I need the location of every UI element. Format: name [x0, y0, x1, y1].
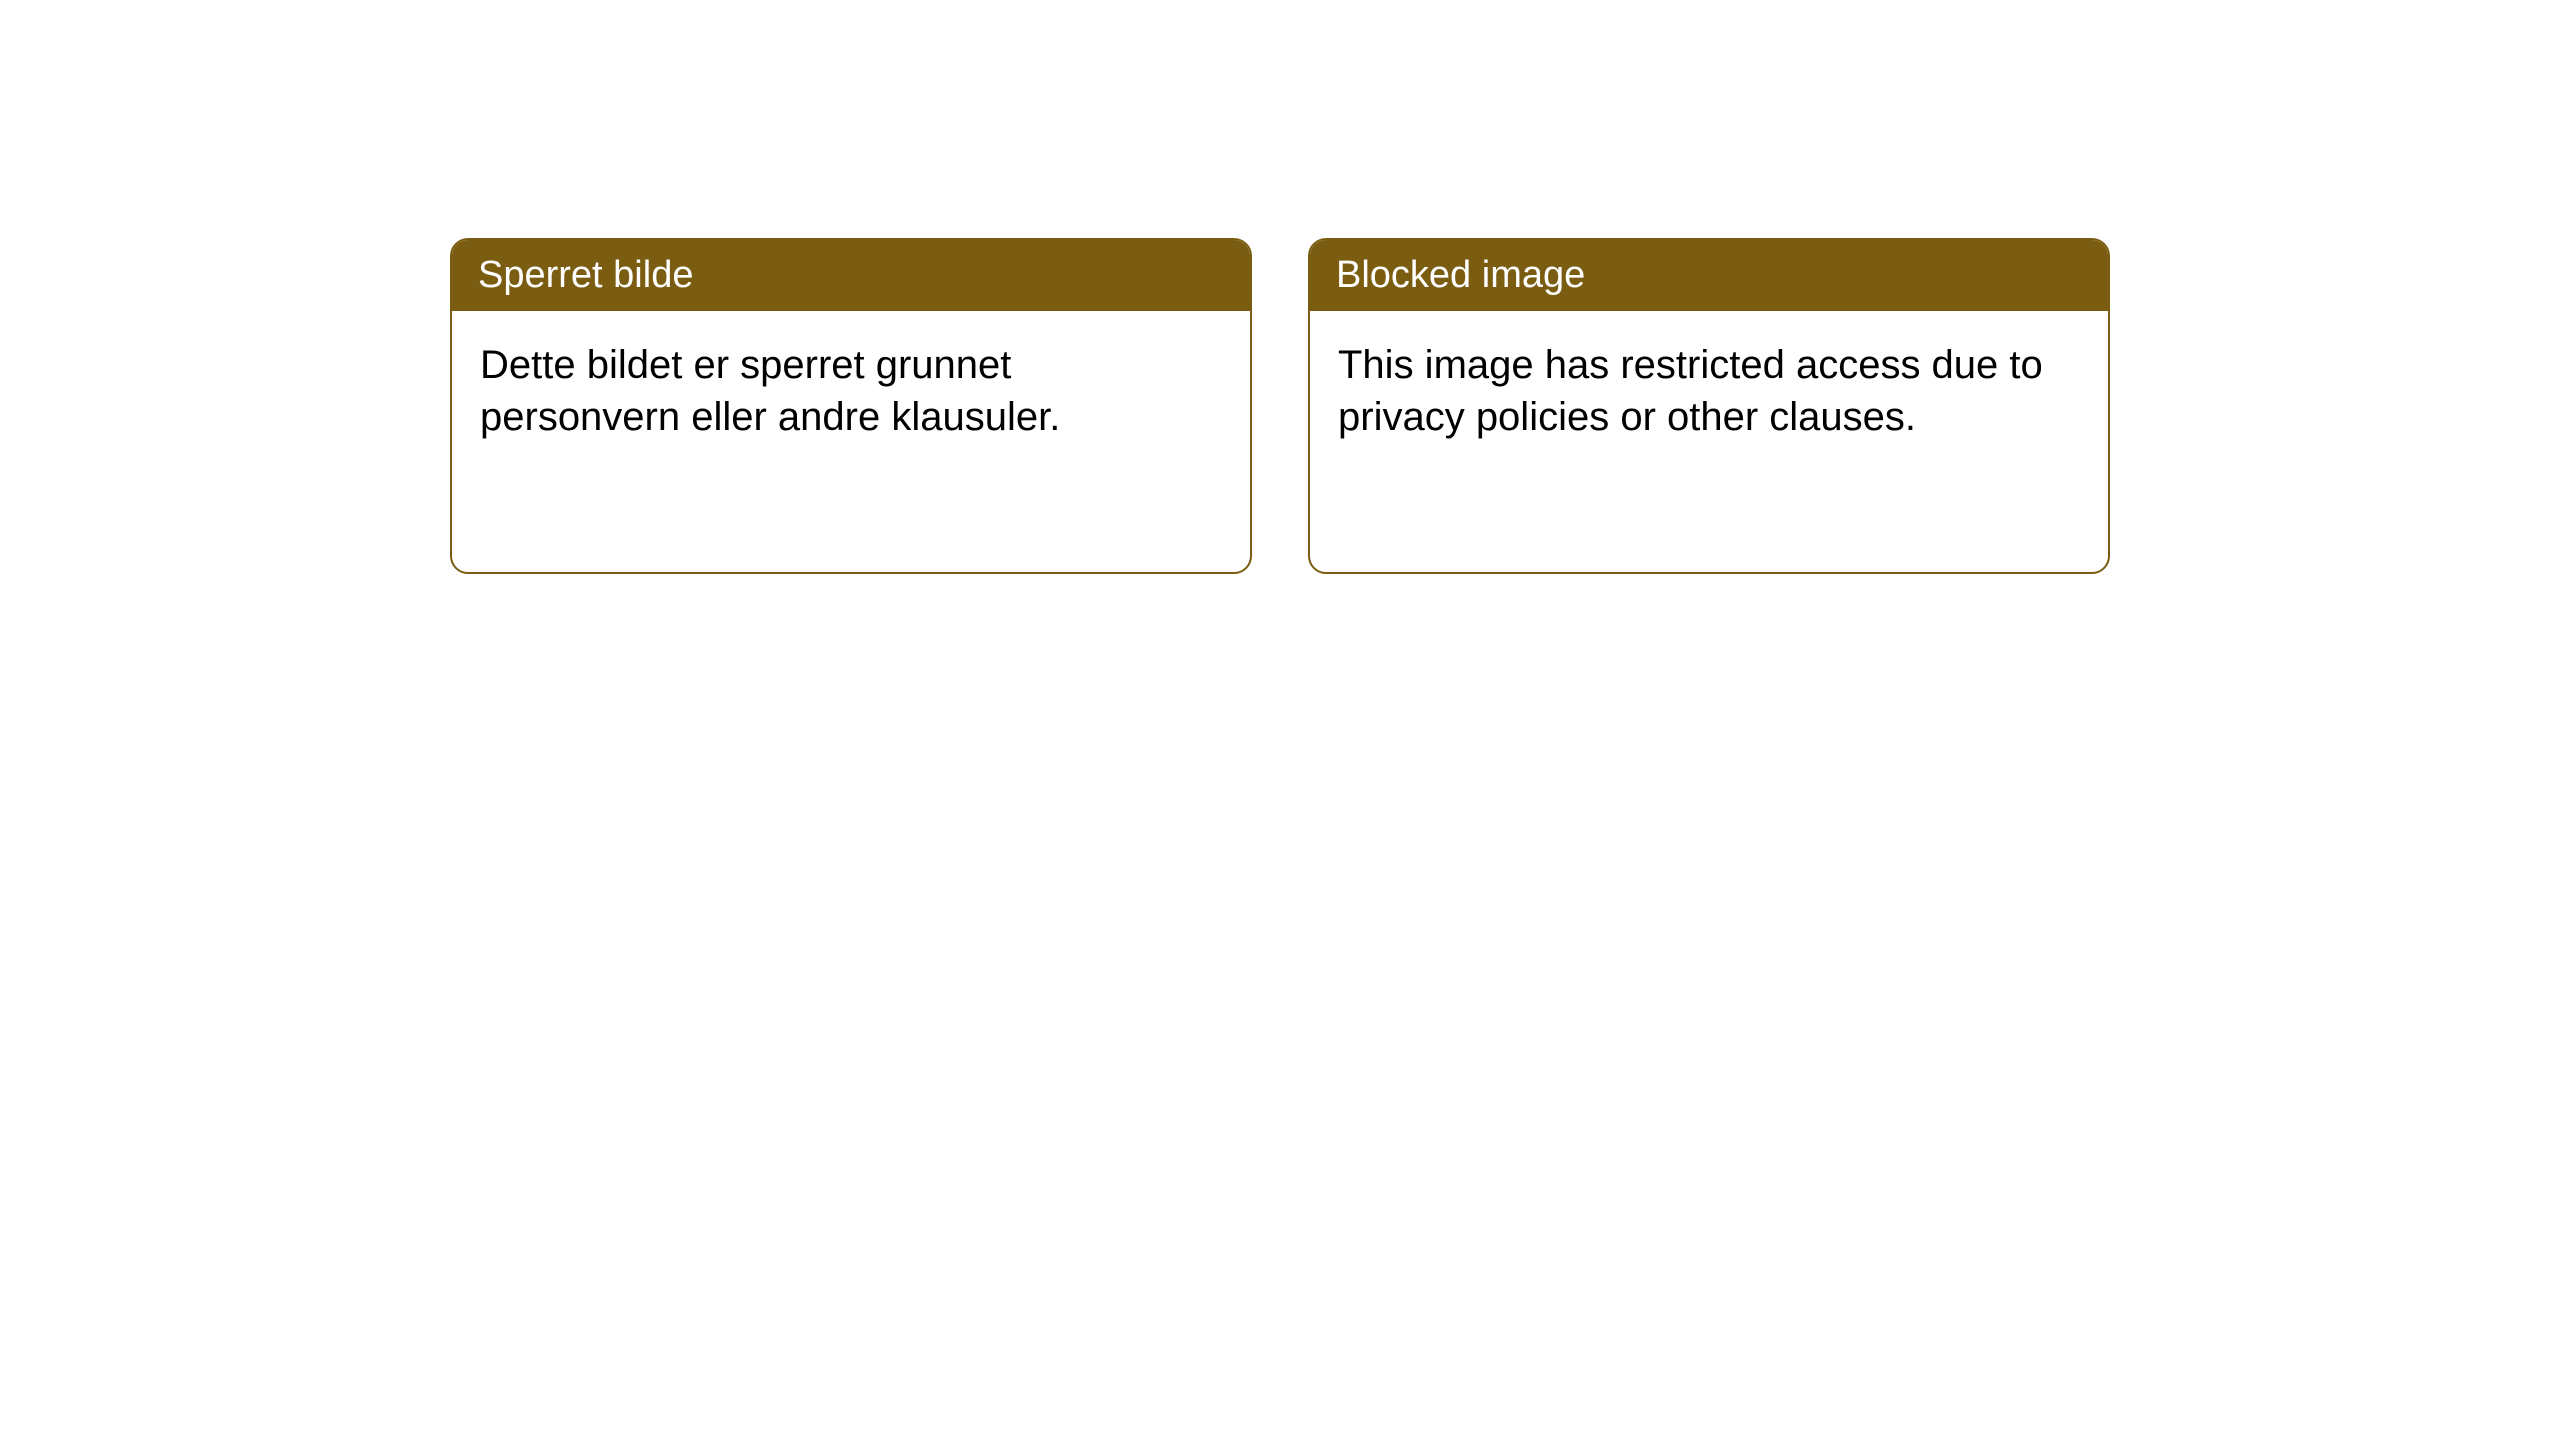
- notice-card-en: Blocked image This image has restricted …: [1308, 238, 2110, 574]
- notice-card-body: Dette bildet er sperret grunnet personve…: [452, 311, 1250, 471]
- notice-card-body: This image has restricted access due to …: [1310, 311, 2108, 471]
- notice-card-title: Blocked image: [1310, 240, 2108, 311]
- notice-card-title: Sperret bilde: [452, 240, 1250, 311]
- notice-container: Sperret bilde Dette bildet er sperret gr…: [450, 238, 2110, 574]
- notice-card-no: Sperret bilde Dette bildet er sperret gr…: [450, 238, 1252, 574]
